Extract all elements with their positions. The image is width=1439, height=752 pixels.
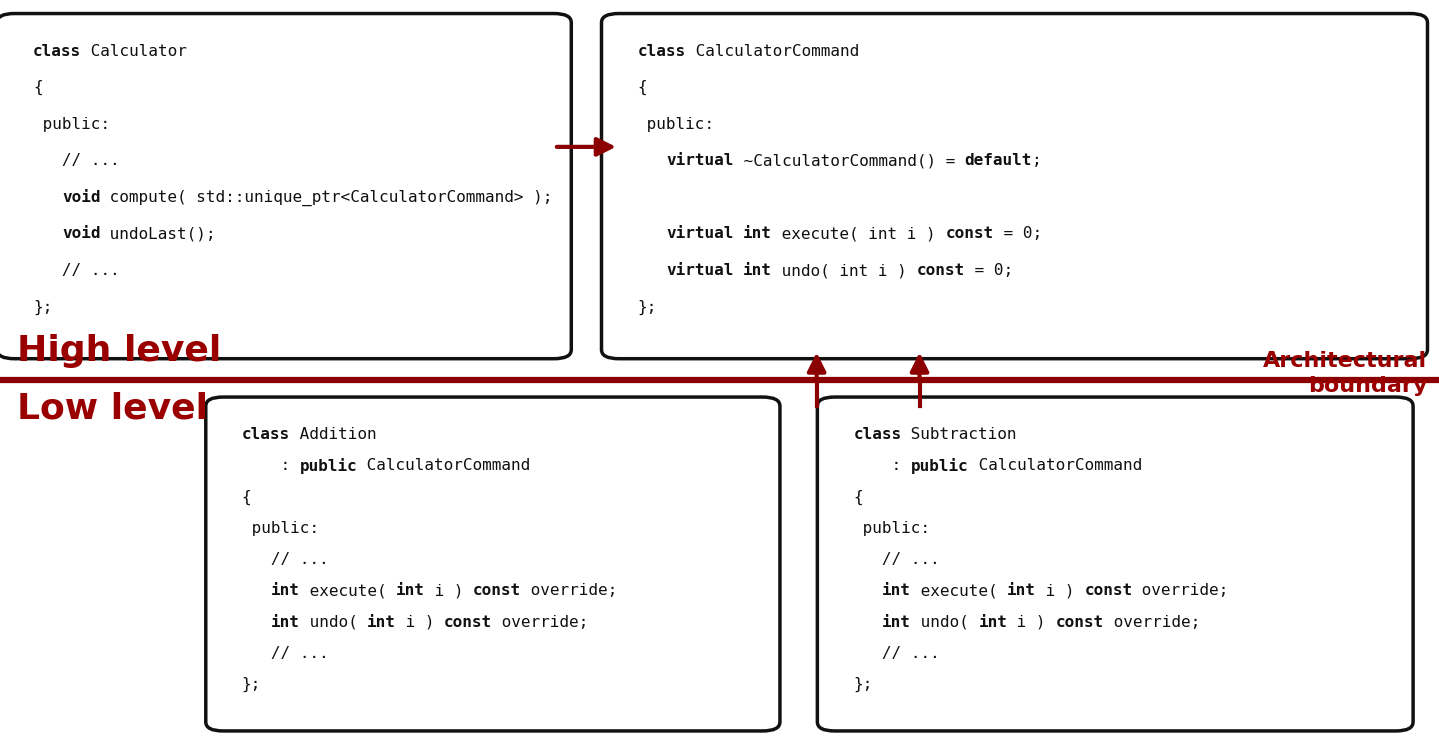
Text: {: { <box>853 490 863 505</box>
Text: execute(: execute( <box>911 584 1007 599</box>
Text: i ): i ) <box>1036 584 1085 599</box>
Text: Calculator: Calculator <box>81 44 187 59</box>
Text: // ...: // ... <box>242 552 328 567</box>
Text: public:: public: <box>33 117 111 132</box>
FancyBboxPatch shape <box>817 397 1413 731</box>
Text: // ...: // ... <box>853 646 940 661</box>
Text: };: }; <box>33 299 52 315</box>
Text: override;: override; <box>1132 584 1229 599</box>
Text: int: int <box>271 614 299 629</box>
Text: virtual: virtual <box>666 153 734 168</box>
Text: const: const <box>443 614 492 629</box>
Text: int: int <box>882 614 911 629</box>
Text: public: public <box>911 459 968 475</box>
Text: override;: override; <box>521 584 617 599</box>
Text: ;: ; <box>1032 153 1042 168</box>
Text: public:: public: <box>242 521 319 536</box>
Text: public:: public: <box>853 521 931 536</box>
Text: {: { <box>637 80 648 96</box>
Text: int: int <box>744 226 773 241</box>
Text: };: }; <box>637 299 656 315</box>
Text: class: class <box>242 427 289 442</box>
Text: // ...: // ... <box>33 153 119 168</box>
Text: void: void <box>62 226 101 241</box>
Text: undoLast();: undoLast(); <box>101 226 216 241</box>
Text: ~CalculatorCommand() =: ~CalculatorCommand() = <box>734 153 964 168</box>
Text: default: default <box>964 153 1032 168</box>
Text: // ...: // ... <box>242 646 328 661</box>
Text: class: class <box>853 427 901 442</box>
Text: // ...: // ... <box>853 552 940 567</box>
Text: };: }; <box>242 677 260 693</box>
Text: const: const <box>473 584 521 599</box>
Text: :: : <box>853 459 911 474</box>
Text: const: const <box>917 263 964 278</box>
Text: public:: public: <box>637 117 715 132</box>
Text: undo( int i ): undo( int i ) <box>773 263 917 278</box>
Text: i ): i ) <box>1007 614 1055 629</box>
FancyBboxPatch shape <box>206 397 780 731</box>
Text: virtual: virtual <box>666 226 734 241</box>
Text: i ): i ) <box>425 584 473 599</box>
Text: {: { <box>33 80 43 96</box>
Text: = 0;: = 0; <box>993 226 1042 241</box>
Text: i ): i ) <box>396 614 443 629</box>
Text: High level: High level <box>17 335 222 368</box>
Text: :: : <box>242 459 299 474</box>
Text: Addition: Addition <box>289 427 377 442</box>
Text: CalculatorCommand: CalculatorCommand <box>357 459 531 474</box>
Text: };: }; <box>853 677 872 693</box>
Text: int: int <box>396 584 425 599</box>
Text: override;: override; <box>492 614 589 629</box>
FancyBboxPatch shape <box>602 14 1427 359</box>
Text: virtual: virtual <box>666 263 734 278</box>
Text: execute(: execute( <box>299 584 396 599</box>
Text: class: class <box>637 44 685 59</box>
Text: Low level: Low level <box>17 391 209 425</box>
Text: CalculatorCommand: CalculatorCommand <box>968 459 1143 474</box>
Text: class: class <box>33 44 81 59</box>
Text: int: int <box>271 584 299 599</box>
Text: int: int <box>744 263 773 278</box>
FancyBboxPatch shape <box>0 14 571 359</box>
Text: compute( std::unique_ptr<CalculatorCommand> );: compute( std::unique_ptr<CalculatorComma… <box>101 190 553 206</box>
Text: = 0;: = 0; <box>964 263 1013 278</box>
Text: {: { <box>242 490 252 505</box>
Text: Subtraction: Subtraction <box>901 427 1017 442</box>
Text: // ...: // ... <box>33 263 119 278</box>
Text: CalculatorCommand: CalculatorCommand <box>685 44 859 59</box>
Text: void: void <box>62 190 101 205</box>
Text: const: const <box>945 226 993 241</box>
Text: int: int <box>979 614 1007 629</box>
Text: const: const <box>1085 584 1132 599</box>
Text: undo(: undo( <box>299 614 367 629</box>
Text: const: const <box>1055 614 1104 629</box>
Text: int: int <box>367 614 396 629</box>
Text: execute( int i ): execute( int i ) <box>773 226 945 241</box>
Text: int: int <box>882 584 911 599</box>
Text: int: int <box>1007 584 1036 599</box>
Text: override;: override; <box>1104 614 1200 629</box>
Text: Architectural
boundary: Architectural boundary <box>1263 351 1427 396</box>
Text: undo(: undo( <box>911 614 979 629</box>
Text: public: public <box>299 459 357 475</box>
